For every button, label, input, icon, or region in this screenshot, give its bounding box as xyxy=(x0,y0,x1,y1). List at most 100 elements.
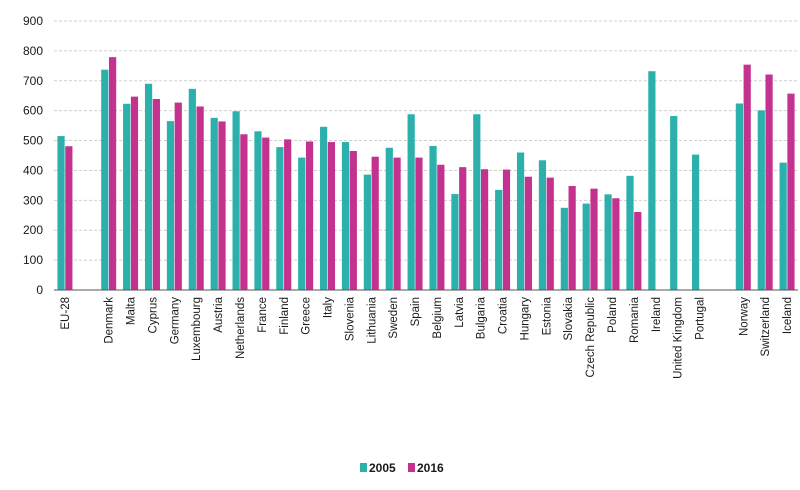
x-tick-label: Cyprus xyxy=(147,297,159,334)
bar-2005 xyxy=(188,88,196,290)
x-tick-label: Czech Republic xyxy=(585,297,597,378)
y-tick-label: 800 xyxy=(23,44,43,58)
legend-label-2005: 2005 xyxy=(369,461,396,475)
x-tick-label: Slovenia xyxy=(344,296,356,341)
x-tick-label: Slovakia xyxy=(563,296,575,340)
bar-2016 xyxy=(393,157,401,290)
x-tick-label: EU-28 xyxy=(60,297,72,330)
y-tick-label: 700 xyxy=(23,74,43,88)
x-tick-label: Greece xyxy=(301,297,313,335)
x-tick-label: Belgium xyxy=(432,297,444,339)
bar-2016 xyxy=(415,157,423,290)
bar-2005 xyxy=(495,189,503,290)
x-tick-label: United Kingdom xyxy=(673,297,685,379)
y-tick-label: 0 xyxy=(36,283,43,297)
bar-2005 xyxy=(363,174,371,290)
bar-2005 xyxy=(123,103,131,290)
bar-2016 xyxy=(65,146,73,290)
bar-2005 xyxy=(451,194,459,290)
bar-2005 xyxy=(516,152,525,290)
bar-2016 xyxy=(568,185,576,290)
x-tick-label: Estonia xyxy=(541,296,553,335)
x-tick-label: Austria xyxy=(213,296,225,332)
bar-2016 xyxy=(459,167,467,290)
bar-2005 xyxy=(582,203,590,290)
bar-2005 xyxy=(57,136,65,290)
x-tick-label: Switzerland xyxy=(760,297,772,356)
x-tick-label: Romania xyxy=(629,296,641,343)
bar-2005 xyxy=(779,162,787,290)
bar-2005 xyxy=(101,69,109,290)
bar-2005 xyxy=(604,194,612,290)
x-tick-label: Poland xyxy=(607,297,619,333)
x-tick-label: Denmark xyxy=(104,297,116,344)
bar-2016 xyxy=(130,96,139,290)
y-tick-label: 500 xyxy=(23,134,43,148)
bar-2016 xyxy=(524,176,532,290)
bar-2005 xyxy=(254,131,262,290)
bar-2005 xyxy=(429,145,437,290)
y-tick-label: 300 xyxy=(23,193,43,207)
bar-2005 xyxy=(276,147,284,290)
legend: 2005 2016 xyxy=(360,461,444,475)
bar-2005 xyxy=(560,207,568,290)
legend-label-2016: 2016 xyxy=(417,461,444,475)
x-tick-label: Hungary xyxy=(519,297,531,341)
x-tick-label: Portugal xyxy=(695,297,707,340)
y-tick-label: 200 xyxy=(23,223,43,237)
x-tick-label: Bulgaria xyxy=(476,296,488,339)
x-tick-label: Italy xyxy=(323,297,335,318)
x-tick-label: Luxembourg xyxy=(191,297,203,361)
legend-swatch-2016 xyxy=(408,463,415,472)
gridlines xyxy=(54,20,798,261)
y-tick-label: 100 xyxy=(23,253,43,267)
x-tick-label: Latvia xyxy=(454,296,466,327)
x-tick-label: Lithuania xyxy=(366,296,378,343)
bar-2005 xyxy=(341,142,350,290)
bar-2005 xyxy=(735,103,743,290)
x-tick-label: Germany xyxy=(169,297,181,345)
bar-2016 xyxy=(787,93,795,290)
bar-2016 xyxy=(327,142,336,290)
y-tick-label: 900 xyxy=(23,14,43,28)
x-tick-label: Sweden xyxy=(388,297,400,339)
bar-2016 xyxy=(437,164,445,290)
bar-2016 xyxy=(765,74,773,290)
bar-2016 xyxy=(284,139,292,290)
y-tick-label: 400 xyxy=(23,163,43,177)
bar-2005 xyxy=(210,117,218,290)
bar-2005 xyxy=(538,160,547,290)
x-tick-label: Finland xyxy=(279,297,291,335)
bar-2005 xyxy=(757,110,765,291)
bar-2005 xyxy=(670,116,678,291)
bar-2016 xyxy=(152,99,160,290)
x-tick-label: Malta xyxy=(126,296,138,325)
x-tick-label: Spain xyxy=(410,297,422,326)
bar-2016 xyxy=(590,188,598,290)
bar-2016 xyxy=(612,198,620,290)
bar-2005 xyxy=(166,121,175,290)
bar-2005 xyxy=(407,114,415,291)
bar-2005 xyxy=(320,126,328,290)
bar-2016 xyxy=(349,151,357,290)
bar-2016 xyxy=(305,141,314,290)
x-tick-label: Croatia xyxy=(498,296,510,334)
x-tick-label: Ireland xyxy=(651,297,663,332)
bar-2016 xyxy=(371,156,379,290)
bar-2005 xyxy=(473,114,481,291)
bar-2016 xyxy=(196,106,204,290)
bars xyxy=(57,57,795,291)
y-tick-label: 600 xyxy=(23,104,43,118)
x-tick-label: France xyxy=(257,297,269,333)
x-tick-label: Iceland xyxy=(782,297,794,334)
x-axis-ticks: EU-28 Denmark Malta Cyprus Germany Luxembourg… xyxy=(60,296,794,378)
bar-2016 xyxy=(481,169,489,290)
bar-2016 xyxy=(109,57,117,290)
y-axis-ticks: 0 100 200 300 400 500 600 700 800 900 xyxy=(23,14,43,297)
bar-2005 xyxy=(626,175,634,290)
bar-2016 xyxy=(262,137,270,290)
bar-2005 xyxy=(692,154,700,290)
bar-2005 xyxy=(385,147,393,290)
legend-swatch-2005 xyxy=(360,463,367,472)
